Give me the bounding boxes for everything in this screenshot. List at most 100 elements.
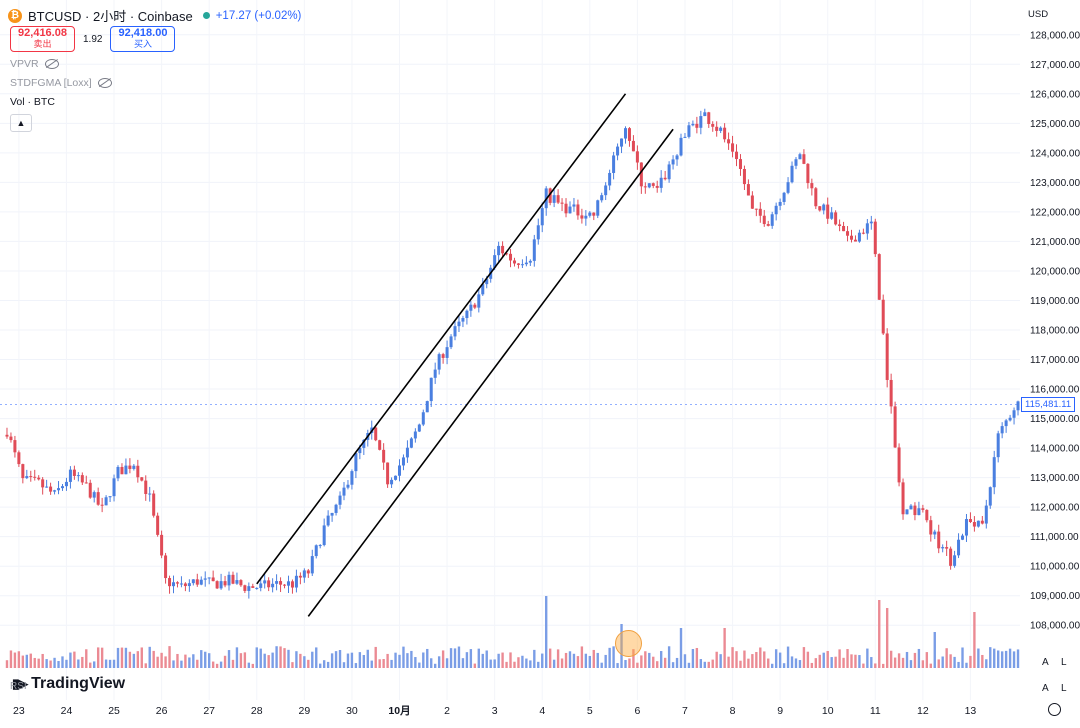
volume-bar xyxy=(548,648,552,668)
volume-bar xyxy=(69,652,72,668)
buy-button[interactable]: 92,418.00 买入 xyxy=(110,26,176,52)
volume-bar xyxy=(366,649,369,668)
candle-body xyxy=(822,204,826,211)
symbol-title[interactable]: BTCUSD · 2小时 · Coinbase xyxy=(28,9,193,24)
volume-bar xyxy=(334,651,338,668)
x-tick-label: 30 xyxy=(346,705,358,717)
candle-body xyxy=(996,433,1000,458)
volume-bar xyxy=(794,658,798,668)
volume-bar xyxy=(287,649,290,668)
eye-hidden-icon[interactable] xyxy=(97,78,112,88)
volume-bar xyxy=(969,655,972,668)
indicator-stdfgma[interactable]: STDFGMA [Loxx] xyxy=(10,77,112,89)
volume-bar xyxy=(461,658,465,668)
candle-body xyxy=(437,354,441,370)
candle-body xyxy=(469,304,473,311)
candle-body xyxy=(695,123,699,128)
candle-body xyxy=(612,155,616,173)
candle-body xyxy=(21,464,25,479)
indicator-vpvr[interactable]: VPVR xyxy=(10,58,59,70)
candle-body xyxy=(108,496,112,498)
volume-bar xyxy=(378,659,381,668)
candle-body xyxy=(160,534,164,556)
tv-logo-icon: ▮▶ xyxy=(12,676,28,691)
volume-bar xyxy=(160,652,163,668)
volume-bar xyxy=(81,656,84,668)
volume-bar xyxy=(576,656,580,668)
volume-bar xyxy=(319,663,322,668)
volume-bar xyxy=(703,661,706,668)
candle-body xyxy=(790,165,794,183)
volume-bar xyxy=(307,659,310,668)
log-scale-button-2[interactable]: L xyxy=(1061,683,1067,694)
candle-body xyxy=(659,177,663,188)
candle-body xyxy=(501,245,505,254)
gear-icon[interactable] xyxy=(1048,703,1061,716)
volume-bar xyxy=(457,646,461,668)
candle-body xyxy=(846,231,850,236)
candle-body xyxy=(735,151,739,160)
x-tick-label: 26 xyxy=(156,705,168,717)
candle-body xyxy=(239,580,243,586)
volume-bar xyxy=(707,661,710,668)
channel-line xyxy=(256,93,627,585)
candle-body xyxy=(283,584,287,586)
volume-bar xyxy=(699,659,703,668)
y-tick-label: 116,000.00 xyxy=(1030,385,1080,396)
volume-bar xyxy=(291,662,294,668)
volume-bar xyxy=(449,648,453,668)
volume-bar xyxy=(715,651,718,668)
volume-bar xyxy=(731,647,734,668)
volume-bar xyxy=(116,647,120,668)
candle-body xyxy=(457,321,461,327)
candle-body xyxy=(675,155,679,160)
y-tick-label: 108,000.00 xyxy=(1030,621,1080,632)
indicator-volume[interactable]: Vol · BTC xyxy=(10,96,55,108)
candle-body xyxy=(211,577,215,582)
volume-bar xyxy=(89,662,92,668)
candle-body xyxy=(247,586,251,591)
volume-bar xyxy=(342,662,346,668)
currency-label[interactable]: USD xyxy=(1028,9,1049,20)
auto-scale-button-2[interactable]: A xyxy=(1042,683,1049,694)
volume-bar xyxy=(933,632,936,668)
log-scale-button[interactable]: L xyxy=(1061,657,1067,668)
candle-body xyxy=(45,486,49,488)
candle-body xyxy=(627,128,631,141)
sell-button[interactable]: 92,416.08 卖出 xyxy=(10,26,75,52)
auto-scale-button[interactable]: A xyxy=(1042,657,1049,668)
volume-bar xyxy=(767,658,770,668)
chevron-up-icon: ▲ xyxy=(16,118,26,128)
volume-bar xyxy=(144,663,147,668)
volume-bar xyxy=(878,600,881,668)
volume-bar xyxy=(997,650,1000,668)
collapse-indicators-button[interactable]: ▲ xyxy=(10,114,32,132)
volume-bar xyxy=(422,652,425,668)
candle-body xyxy=(580,215,584,219)
candle-body xyxy=(84,482,88,484)
price-change: +17.27 (+0.02%) xyxy=(215,9,302,22)
candle-body xyxy=(401,457,405,466)
x-tick-label: 27 xyxy=(203,705,215,717)
candle-body xyxy=(136,465,140,478)
y-tick-label: 109,000.00 xyxy=(1030,591,1080,602)
volume-bar xyxy=(430,658,433,668)
candle-body xyxy=(945,547,949,549)
eye-hidden-icon[interactable] xyxy=(44,59,59,69)
channel-line xyxy=(307,128,674,617)
volume-bar xyxy=(580,646,584,668)
candle-body xyxy=(691,123,695,126)
candle-body xyxy=(885,333,889,380)
volume-bar xyxy=(913,652,917,668)
candle-body xyxy=(306,570,310,574)
candle-body xyxy=(707,112,711,124)
candle-body xyxy=(358,447,362,454)
buy-price: 92,418.00 xyxy=(118,27,168,39)
candle-body xyxy=(64,481,68,487)
volume-bar xyxy=(132,653,136,668)
volume-bar xyxy=(889,650,893,668)
candle-body xyxy=(623,128,628,139)
volume-bar xyxy=(200,650,203,668)
volume-bar xyxy=(545,596,548,668)
